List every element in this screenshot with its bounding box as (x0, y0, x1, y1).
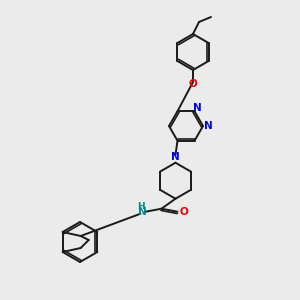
Text: N: N (171, 152, 180, 162)
Text: N: N (138, 207, 147, 217)
Text: N: N (193, 103, 202, 113)
Text: O: O (179, 207, 188, 217)
Text: N: N (204, 121, 212, 131)
Text: O: O (189, 79, 197, 89)
Text: H: H (137, 202, 144, 211)
